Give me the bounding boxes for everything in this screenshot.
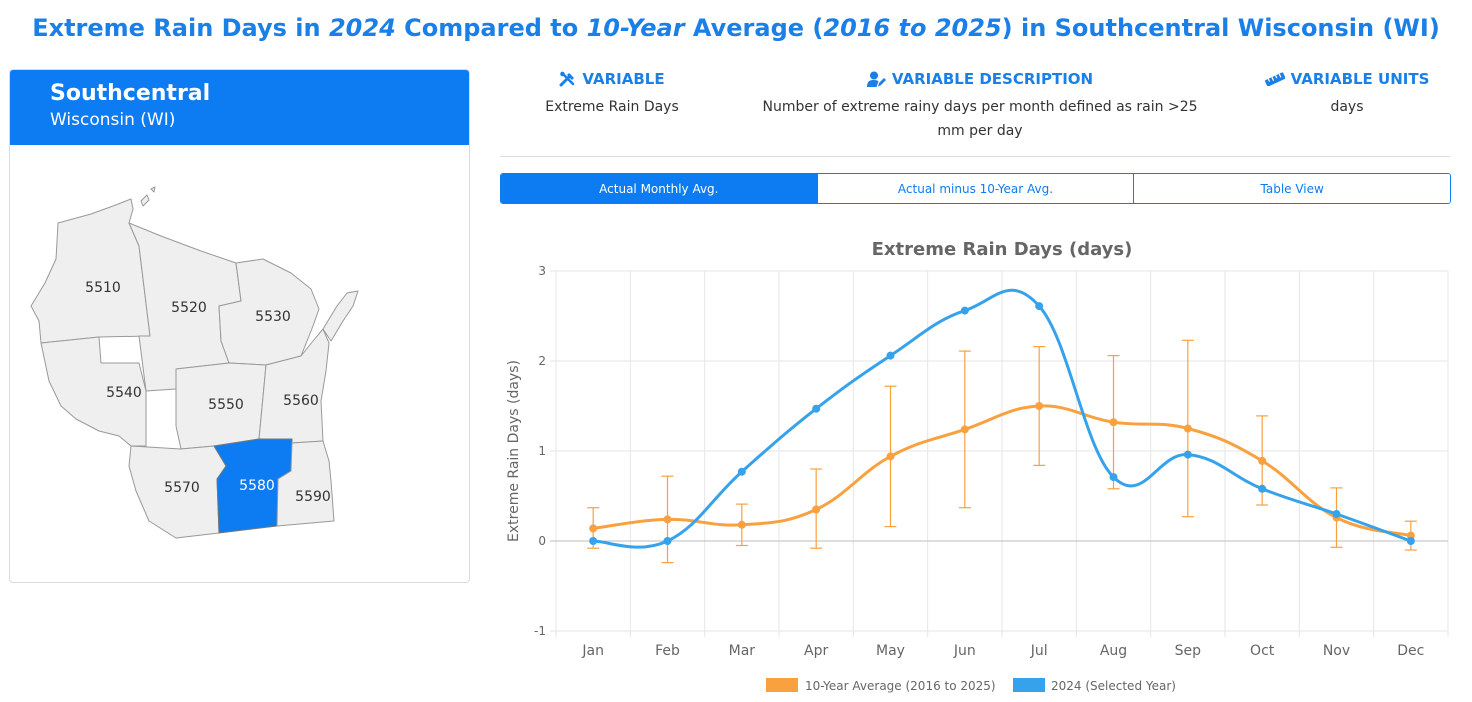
variable-heading: VARIABLE [532, 70, 692, 88]
data-point-10yr-avg [1183, 424, 1192, 433]
division-5510[interactable] [30, 198, 151, 344]
legend-label-2024: 2024 (Selected Year) [1051, 679, 1176, 693]
section-divider [500, 156, 1450, 157]
y-tick-label: 3 [538, 264, 546, 278]
page-title: Extreme Rain Days in 2024 Compared to 10… [32, 14, 1440, 42]
data-point-10yr-avg [737, 520, 746, 529]
legend-swatch-10yr-avg [766, 678, 798, 692]
description-line-2: mm per day [937, 123, 1023, 139]
variable-value: Extreme Rain Days [545, 99, 679, 115]
line-chart: Extreme Rain Days (days) -1 0 1 2 3 Jan Feb Mar A… [506, 239, 1449, 693]
data-point-2024 [1109, 473, 1118, 482]
chart-title: Extreme Rain Days (days) [872, 239, 1133, 260]
variable-description-block: VARIABLE DESCRIPTION Number of extreme r… [745, 70, 1215, 143]
y-tick-label: 2 [538, 354, 546, 368]
region-state: Wisconsin (WI) [50, 110, 176, 130]
description-line-1: Number of extreme rainy days per month d… [762, 99, 1198, 115]
data-point-2024 [1406, 537, 1415, 545]
variable-description-heading: VARIABLE DESCRIPTION [745, 70, 1215, 88]
x-tick-label: Mar [729, 643, 756, 659]
division-label-5570: 5570 [164, 480, 200, 496]
data-point-10yr-avg [1035, 402, 1044, 410]
data-point-10yr-avg [663, 515, 672, 524]
x-tick-label: Sep [1175, 643, 1202, 659]
division-label-5520: 5520 [171, 300, 207, 316]
data-point-2024 [737, 467, 746, 476]
data-point-10yr-avg [589, 524, 598, 533]
x-tick-label: Jun [953, 643, 976, 659]
division-label-5540: 5540 [106, 385, 142, 401]
view-tabs: Actual Monthly Avg. Actual minus 10-Year… [500, 173, 1451, 204]
variable-units-value: days [1330, 99, 1364, 115]
division-label-5550: 5550 [208, 397, 244, 413]
x-tick-label: Dec [1397, 643, 1424, 659]
x-tick-label: Apr [804, 643, 828, 659]
region-card: Southcentral Wisconsin (WI) 5510 5520 55… [9, 69, 470, 583]
data-point-2024 [1035, 302, 1044, 311]
division-label-5590: 5590 [295, 489, 331, 505]
data-point-2024 [1183, 450, 1192, 459]
division-label-5510: 5510 [85, 280, 121, 296]
data-point-10yr-avg [960, 425, 969, 434]
variable-units-heading: VARIABLE UNITS [1262, 70, 1432, 88]
division-5590[interactable] [276, 440, 335, 527]
data-point-2024 [589, 537, 598, 545]
x-tick-label: Oct [1250, 643, 1275, 659]
data-point-2024 [663, 537, 672, 545]
tab-table-view[interactable]: Table View [1134, 174, 1450, 203]
division-label-5530: 5530 [255, 309, 291, 325]
ruler-icon [1264, 72, 1285, 86]
data-point-10yr-avg [886, 452, 895, 461]
door-peninsula [322, 290, 359, 342]
y-axis-label: Extreme Rain Days (days) [506, 360, 522, 542]
x-tick-label: Nov [1323, 643, 1350, 659]
y-tick-label: 1 [538, 444, 546, 458]
data-point-2024 [812, 404, 821, 413]
data-point-10yr-avg [1258, 456, 1267, 465]
tools-icon [559, 71, 575, 87]
variable-description-value: Number of extreme rainy days per month d… [745, 95, 1215, 143]
legend-label-10yr-avg: 10-Year Average (2016 to 2025) [805, 679, 996, 693]
data-point-2024 [1332, 510, 1341, 518]
data-point-2024 [960, 306, 969, 315]
x-tick-label: Feb [655, 643, 680, 659]
variable-block: VARIABLE Extreme Rain Days [532, 70, 692, 119]
wisconsin-division-map: 5510 5520 5530 5540 5550 5560 5570 5580 … [30, 186, 359, 539]
x-tick-label: May [876, 643, 905, 659]
region-header: Southcentral Wisconsin (WI) [10, 70, 469, 145]
data-point-10yr-avg [1109, 418, 1118, 427]
y-tick-label: -1 [534, 624, 546, 638]
x-tick-label: Jul [1030, 643, 1048, 659]
data-point-2024 [1258, 484, 1267, 493]
division-label-5580: 5580 [239, 478, 275, 494]
legend-swatch-2024 [1013, 678, 1045, 692]
x-tick-label: Aug [1100, 643, 1127, 659]
region-name: Southcentral [50, 81, 211, 106]
tab-actual-monthly-avg[interactable]: Actual Monthly Avg. [501, 174, 818, 203]
data-point-2024 [886, 351, 895, 360]
division-label-5560: 5560 [283, 393, 319, 409]
apostle-islands [140, 186, 156, 207]
data-point-10yr-avg [812, 505, 821, 514]
variable-units-block: VARIABLE UNITS days [1262, 70, 1432, 119]
y-tick-label: 0 [538, 534, 546, 548]
user-edit-icon [866, 71, 886, 87]
tab-actual-minus-10yr-avg[interactable]: Actual minus 10-Year Avg. [817, 174, 1135, 203]
x-tick-label: Jan [581, 643, 604, 659]
